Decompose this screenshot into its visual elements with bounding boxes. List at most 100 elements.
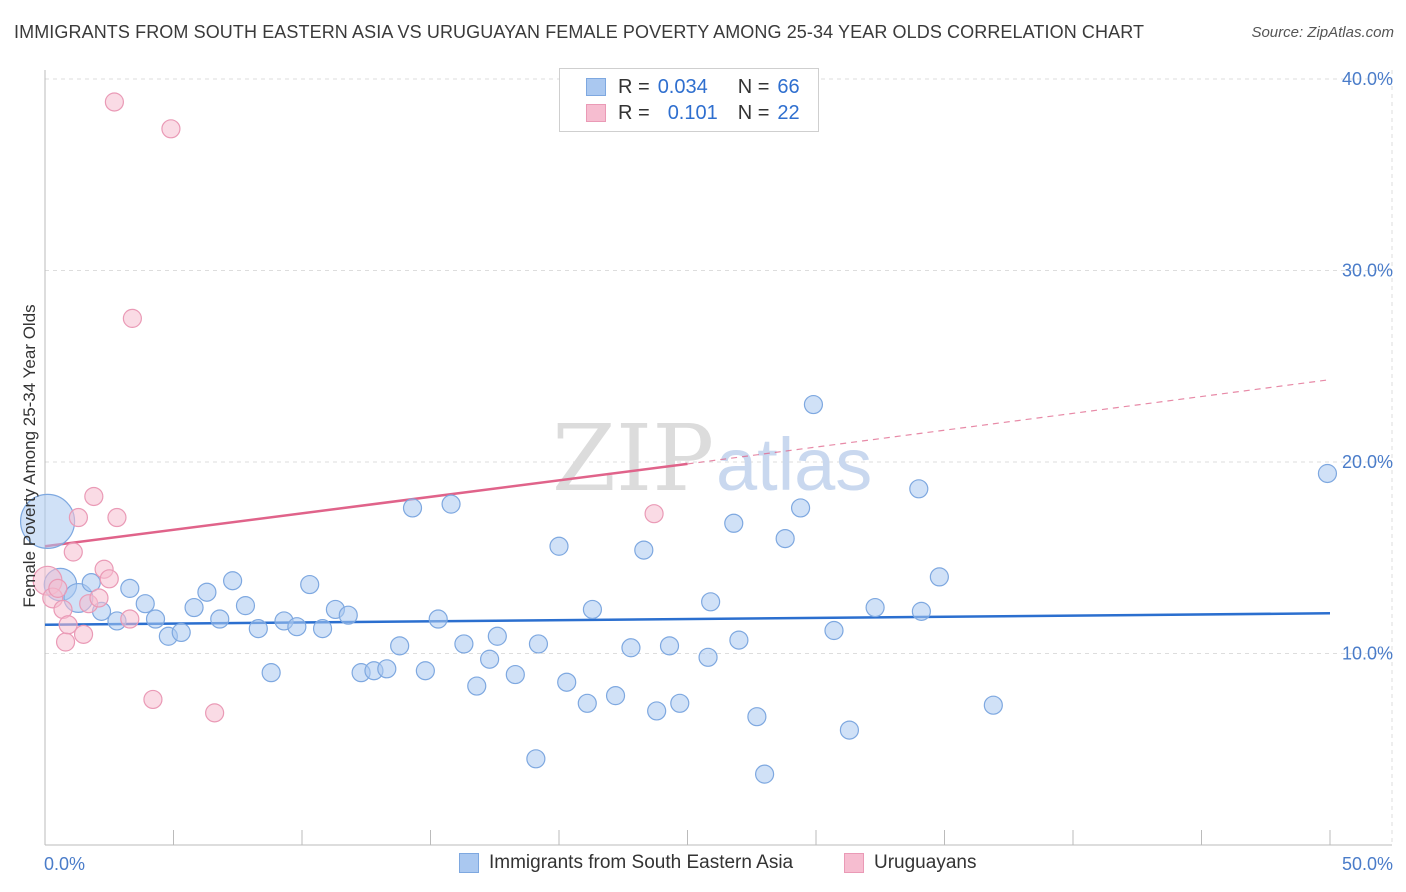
watermark: ZIP atlas xyxy=(552,405,872,512)
point-blue-41 xyxy=(577,693,597,713)
point-blue-3 xyxy=(81,573,101,593)
bottom-legend: Immigrants from South Eastern Asia Urugu… xyxy=(0,852,1406,878)
trend-line-dashed-pink xyxy=(687,379,1331,465)
point-blue-29 xyxy=(415,661,435,681)
point-blue-53 xyxy=(747,707,767,727)
point-blue-26 xyxy=(377,659,397,679)
y-tick-label-2: 30.0% xyxy=(1342,261,1393,281)
point-blue-21 xyxy=(312,619,333,639)
point-blue-33 xyxy=(467,676,487,696)
point-pink-10 xyxy=(84,486,104,507)
point-blue-23 xyxy=(338,605,358,625)
point-pink-16 xyxy=(120,609,140,629)
point-blue-17 xyxy=(261,663,281,683)
point-blue-34 xyxy=(480,649,500,669)
data-points xyxy=(19,92,1338,784)
point-blue-58 xyxy=(824,620,844,641)
point-blue-11 xyxy=(184,597,204,618)
point-pink-11 xyxy=(89,588,109,608)
trend-line-blue xyxy=(44,612,1331,627)
point-blue-60 xyxy=(865,597,885,618)
point-pink-19 xyxy=(161,119,181,139)
point-pink-21 xyxy=(644,504,664,524)
point-blue-54 xyxy=(754,764,775,784)
point-blue-31 xyxy=(441,494,461,514)
point-blue-43 xyxy=(605,686,626,706)
axes xyxy=(44,70,1392,846)
y-axis-label: Female Poverty Among 25-34 Year Olds xyxy=(20,304,39,607)
y-tick-label-0: 10.0% xyxy=(1342,644,1393,664)
legend-r-value: 0.101 xyxy=(667,101,718,124)
point-blue-7 xyxy=(135,594,155,614)
point-pink-17 xyxy=(122,308,142,328)
y-tick-labels: 10.0% 20.0% 30.0% 40.0% xyxy=(1342,69,1393,664)
legend-row-pink: R = 0.101 N = 22 xyxy=(586,102,800,124)
point-blue-49 xyxy=(698,647,718,667)
point-blue-38 xyxy=(528,634,549,654)
point-blue-47 xyxy=(659,636,680,656)
point-blue-52 xyxy=(729,630,749,650)
point-blue-44 xyxy=(621,638,641,658)
point-blue-6 xyxy=(120,578,140,598)
point-blue-13 xyxy=(210,609,230,629)
point-pink-8 xyxy=(73,624,94,644)
point-blue-8 xyxy=(145,609,166,629)
legend-row-blue: R = 0.034 N = 66 xyxy=(586,76,800,98)
x-tick-label-min: 0.0% xyxy=(44,854,85,874)
watermark-atlas: atlas xyxy=(716,423,872,506)
point-blue-65 xyxy=(1317,463,1338,484)
point-blue-59 xyxy=(839,720,860,740)
grid-lines xyxy=(45,70,1393,845)
legend-r-label: R = xyxy=(618,101,650,124)
source-credit: Source: ZipAtlas.com xyxy=(1251,24,1394,41)
point-blue-61 xyxy=(911,601,931,621)
point-blue-50 xyxy=(701,592,721,612)
point-pink-7 xyxy=(68,507,89,528)
point-blue-51 xyxy=(724,513,744,533)
y-tick-label-1: 20.0% xyxy=(1342,452,1393,472)
point-blue-56 xyxy=(790,498,811,518)
legend-r-value: 0.034 xyxy=(657,75,708,98)
point-blue-46 xyxy=(647,701,667,721)
watermark-zip: ZIP xyxy=(552,405,714,512)
point-pink-2 xyxy=(48,578,68,598)
point-blue-40 xyxy=(557,672,577,692)
point-pink-14 xyxy=(107,507,127,528)
point-blue-12 xyxy=(197,582,217,602)
legend-n-value: 66 xyxy=(777,75,800,98)
x-tick-labels: 0.0% 50.0% xyxy=(44,854,1393,874)
legend: R = 0.034 N = 66 R = 0.101 N = 22 xyxy=(559,68,819,132)
point-blue-42 xyxy=(582,599,603,620)
point-blue-45 xyxy=(634,540,654,560)
point-blue-19 xyxy=(287,617,307,637)
legend-r-label: R = xyxy=(618,75,650,98)
point-pink-20 xyxy=(205,703,225,723)
point-pink-4 xyxy=(55,632,76,652)
point-blue-57 xyxy=(803,394,824,415)
point-blue-64 xyxy=(983,695,1003,715)
bottom-legend-label-asia: Immigrants from South Eastern Asia xyxy=(489,852,794,873)
point-blue-48 xyxy=(670,693,690,713)
point-blue-36 xyxy=(505,664,525,685)
x-tick-label-max: 50.0% xyxy=(1342,854,1393,874)
point-blue-16 xyxy=(248,619,268,639)
point-blue-39 xyxy=(549,536,569,556)
point-blue-30 xyxy=(428,609,448,629)
legend-n-value: 22 xyxy=(777,101,800,124)
point-blue-37 xyxy=(526,749,546,769)
point-blue-32 xyxy=(454,634,474,654)
bottom-legend-label-uruguayans: Uruguayans xyxy=(874,852,977,873)
point-blue-14 xyxy=(223,571,243,591)
point-blue-35 xyxy=(487,626,507,646)
point-blue-55 xyxy=(775,528,795,549)
bottom-legend-swatch-pink xyxy=(844,853,864,873)
point-pink-13 xyxy=(99,569,119,589)
y-tick-label-3: 40.0% xyxy=(1342,69,1393,89)
point-blue-27 xyxy=(390,636,410,656)
point-blue-63 xyxy=(929,567,949,587)
point-blue-15 xyxy=(235,596,256,616)
bottom-legend-item-asia: Immigrants from South Eastern Asia xyxy=(459,852,793,874)
legend-swatch-pink xyxy=(586,104,606,122)
point-pink-15 xyxy=(104,92,124,112)
